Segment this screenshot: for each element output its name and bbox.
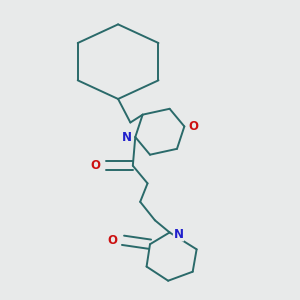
Text: N: N <box>122 130 131 143</box>
Text: O: O <box>107 234 117 247</box>
Text: O: O <box>188 120 198 133</box>
Text: O: O <box>90 159 100 172</box>
Text: N: N <box>173 228 184 241</box>
